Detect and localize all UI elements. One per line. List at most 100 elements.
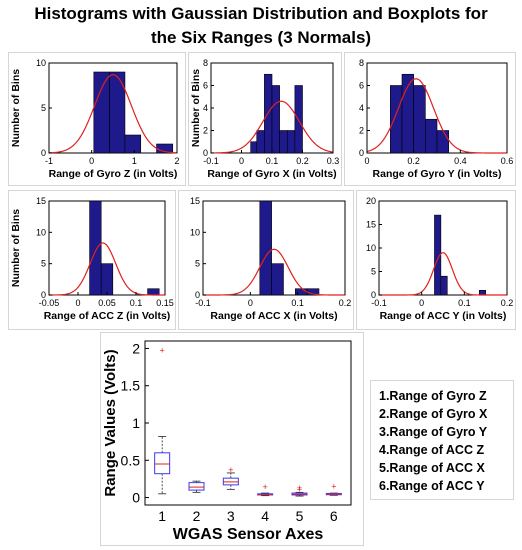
legend: 1.Range of Gyro Z 2.Range of Gyro X 3.Ra… — [370, 380, 514, 500]
x-tick-label: 0.2 — [339, 298, 352, 308]
x-tick-label: 0 — [419, 298, 424, 308]
legend-item-3: 3.Range of Gyro Y — [379, 425, 488, 439]
y-tick-label: 0 — [371, 290, 376, 300]
y-tick-label: 6 — [359, 81, 364, 91]
gaussian-curve — [366, 78, 507, 154]
y-tick-label: 0 — [203, 148, 208, 158]
y-tick-label: 1 — [132, 415, 140, 431]
histogram-bar-2 — [100, 263, 114, 296]
histogram-panel-acc-z: -0.05 0 0.05 0.1 0.15 0 5 10 15 Range of ACC Z (i… — [8, 190, 176, 330]
y-tick-label: 10 — [366, 243, 376, 253]
box-outlier: + — [331, 481, 336, 491]
box-outlier: + — [297, 483, 302, 493]
x-tick-label: 5 — [296, 508, 304, 524]
y-tick-label: 15 — [366, 220, 376, 230]
histogram-bar-6 — [147, 288, 160, 296]
x-tick-label: 3 — [227, 508, 235, 524]
y-tick-label: 2 — [132, 340, 140, 356]
histogram-bar-1 — [434, 214, 442, 296]
y-tick-label: 15 — [190, 196, 200, 206]
x-axis-label: Range of ACC X (in Volts) — [210, 310, 337, 322]
histogram-bar-2 — [271, 263, 284, 296]
x-tick-label: 0.3 — [327, 156, 340, 166]
histogram-bar-5 — [436, 130, 449, 154]
box-outlier: + — [263, 482, 268, 492]
x-tick-label: 0 — [239, 156, 244, 166]
x-tick-label: 0 — [364, 156, 369, 166]
histogram-bar-2 — [109, 71, 126, 154]
figure-title-line-2: the Six Ranges (3 Normals) — [150, 28, 372, 47]
histogram-bar-2 — [440, 275, 448, 296]
y-tick-label: 15 — [36, 196, 46, 206]
x-tick-label: 0 — [248, 298, 253, 308]
y-tick-label: 5 — [195, 259, 200, 269]
legend-item-1: 1.Range of Gyro Z — [379, 389, 487, 403]
x-axis-label: WGAS Sensor Axes — [173, 526, 324, 543]
histogram-bar-2 — [256, 130, 265, 154]
histogram-bar-3 — [413, 85, 426, 154]
y-tick-label: 10 — [36, 58, 46, 68]
x-tick-label: 0.1 — [291, 298, 304, 308]
gaussian-curve — [379, 252, 507, 296]
boxplot-chart: 00.511.521 2 3 4 5 6+++ ++ +WGAS Sensor AxesRan… — [102, 340, 352, 543]
y-tick-label: 5 — [41, 103, 46, 113]
x-tick-label: -0.1 — [371, 298, 387, 308]
x-tick-label: 0 — [89, 156, 94, 166]
legend-item-6: 6.Range of ACC Y — [379, 479, 485, 493]
y-tick-label: 10 — [190, 227, 200, 237]
y-tick-label: 0 — [41, 290, 46, 300]
x-tick-label: -0.05 — [39, 298, 60, 308]
x-tick-label: -0.1 — [203, 156, 219, 166]
y-tick-label: 0 — [41, 148, 46, 158]
x-axis-label: Range of Gyro Z (in Volts) — [49, 168, 178, 180]
y-axis-label: Number of Bins — [10, 209, 22, 287]
y-tick-label: 5 — [371, 267, 376, 277]
x-tick-label: 0.2 — [296, 156, 309, 166]
x-tick-label: 0.6 — [501, 156, 514, 166]
figure-title: Histograms with Gaussian Distribution an… — [0, 2, 522, 50]
y-tick-label: 2 — [203, 126, 208, 136]
y-tick-label: 4 — [203, 103, 208, 113]
y-tick-label: 0 — [359, 148, 364, 158]
box-1 — [154, 452, 171, 475]
histogram-bar-1 — [93, 71, 110, 154]
box-2 — [188, 482, 205, 491]
histogram-bar-1 — [259, 200, 272, 296]
y-tick-label: 5 — [41, 259, 46, 269]
x-axis-label: Range of ACC Z (in Volts) — [44, 310, 171, 322]
histogram-panel-acc-y: -0.1 0 0.1 0.2 0 5 10 15 20 Range of ACC Y (in Vo… — [356, 190, 516, 330]
y-tick-label: 8 — [359, 58, 364, 68]
x-tick-label: 0.1 — [266, 156, 279, 166]
legend-item-5: 5.Range of ACC X — [379, 461, 485, 475]
histogram-bar-8 — [478, 290, 486, 296]
histogram-panel-acc-x: -0.1 0 0.1 0.2 0 5 10 15 Range of ACC X (in Volt… — [178, 190, 354, 330]
y-tick-label: 4 — [359, 103, 364, 113]
x-tick-label: 0.4 — [454, 156, 467, 166]
x-tick-label: 0.2 — [501, 298, 514, 308]
y-tick-label: 2 — [359, 126, 364, 136]
x-tick-label: 0.15 — [156, 298, 174, 308]
gaussian-curve — [210, 100, 334, 154]
histogram-bar-1 — [89, 200, 102, 296]
x-tick-label: 2 — [193, 508, 201, 524]
box-outlier: + — [228, 465, 233, 475]
box-outlier: + — [297, 484, 302, 494]
y-axis-label: Number of Bins — [10, 69, 22, 147]
gaussian-curve — [203, 248, 345, 296]
y-axis-label: Number of Bins — [190, 69, 202, 147]
x-tick-label: 2 — [174, 156, 179, 166]
histogram-gyro-y: 0 0.2 0.4 0.6 0 2 4 6 8 Range of Gyro Y (in Volts… — [359, 58, 514, 180]
y-tick-label: 1.5 — [121, 378, 141, 394]
x-tick-label: 6 — [330, 508, 338, 524]
histogram-bar-3 — [124, 134, 142, 154]
histogram-panel-gyro-y: 0 0.2 0.4 0.6 0 2 4 6 8 Range of Gyro Y (in Volts… — [344, 52, 516, 186]
gaussian-curve — [48, 74, 178, 154]
histogram-panel-gyro-x: -0.1 0 0.1 0.2 0.3 0 2 4 6 8 Range of Gyro X (in V… — [188, 52, 342, 186]
x-axis-label: Range of ACC Y (in Volts) — [380, 310, 507, 322]
x-tick-label: 0 — [75, 298, 80, 308]
legend-item-2: 2.Range of Gyro X — [379, 407, 488, 421]
